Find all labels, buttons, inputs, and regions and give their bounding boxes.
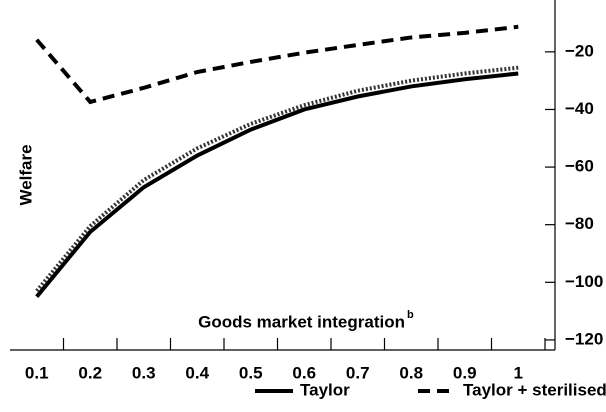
legend-label: Taylor bbox=[300, 380, 350, 399]
x-tick-label: 0.9 bbox=[453, 363, 477, 382]
x-tick-label: 0.3 bbox=[132, 363, 156, 382]
x-tick-label: 0.6 bbox=[292, 363, 316, 382]
x-tick-label: 0.7 bbox=[346, 363, 370, 382]
x-tick-label: 0.4 bbox=[185, 363, 209, 382]
x-tick-label: 0.5 bbox=[239, 363, 263, 382]
x-axis-label: Goods market integration bbox=[198, 312, 405, 331]
y-axis-label: Welfare bbox=[16, 144, 35, 205]
y-tick-label: −80 bbox=[565, 214, 594, 233]
x-axis-label-note: b bbox=[407, 309, 414, 321]
series-line bbox=[35, 24, 519, 105]
y-tick-label: −60 bbox=[565, 157, 594, 176]
x-tick-label: 0.1 bbox=[25, 363, 49, 382]
y-tick-label: −120 bbox=[565, 329, 603, 348]
y-tick-label: −100 bbox=[565, 272, 603, 291]
series-line bbox=[35, 71, 519, 298]
legend-label: Taylor + sterilised bbox=[463, 380, 606, 399]
y-tick-label: −40 bbox=[565, 99, 594, 118]
series-line bbox=[35, 65, 519, 293]
x-tick-label: 1 bbox=[514, 363, 523, 382]
y-tick-label: −20 bbox=[565, 41, 594, 60]
x-tick-label: 0.8 bbox=[399, 363, 423, 382]
x-tick-label: 0.2 bbox=[78, 363, 102, 382]
